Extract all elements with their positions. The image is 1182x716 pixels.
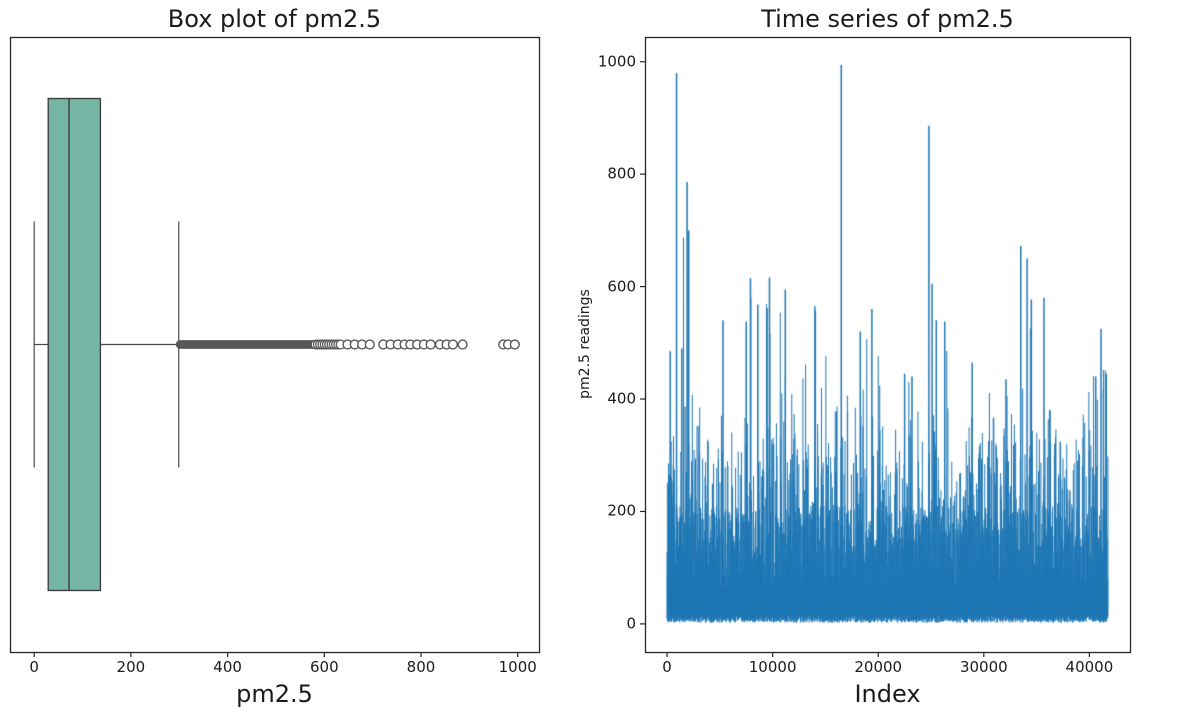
outlier-point — [425, 339, 436, 350]
boxplot-xtick-label: 400 — [213, 658, 242, 676]
outlier-dense-band — [175, 340, 320, 349]
boxplot-xtick-label: 600 — [309, 658, 339, 676]
timeseries-ylabel: pm2.5 readings — [577, 289, 593, 399]
outlier-point — [364, 339, 375, 350]
boxplot-xtick-label: 800 — [406, 658, 436, 676]
iqr-box — [47, 97, 102, 592]
boxplot-xtick-label: 0 — [29, 658, 39, 676]
boxplot-xtick-label: 1000 — [498, 658, 537, 676]
timeseries-xtick-label: 40000 — [1065, 658, 1114, 676]
timeseries-ytick-label: 200 — [607, 502, 636, 521]
timeseries-xtick-label: 20000 — [854, 658, 903, 676]
boxplot-title: Box plot of pm2.5 — [167, 5, 382, 33]
outlier-point — [509, 339, 520, 350]
timeseries-ytick-label: 800 — [607, 164, 636, 183]
timeseries-xtick-label: 30000 — [959, 658, 1008, 676]
timeseries-ytick-label: 400 — [607, 389, 636, 408]
timeseries-title: Time series of pm2.5 — [761, 5, 1014, 33]
boxplot-xlabel: pm2.5 — [236, 680, 313, 708]
timeseries-xlabel: Index — [854, 680, 921, 708]
timeseries-ytick-label: 1000 — [597, 52, 636, 71]
boxplot-frame — [9, 36, 541, 654]
timeseries-xtick-label: 10000 — [748, 658, 797, 676]
timeseries-ytick-label: 600 — [607, 277, 636, 296]
outlier-point — [457, 339, 468, 350]
timeseries-xtick-label: 0 — [662, 658, 672, 676]
outlier-point — [447, 339, 459, 350]
timeseries-ytick-label: 0 — [626, 614, 636, 633]
timeseries-canvas — [645, 37, 1130, 652]
boxplot-xtick-label: 200 — [116, 658, 146, 676]
